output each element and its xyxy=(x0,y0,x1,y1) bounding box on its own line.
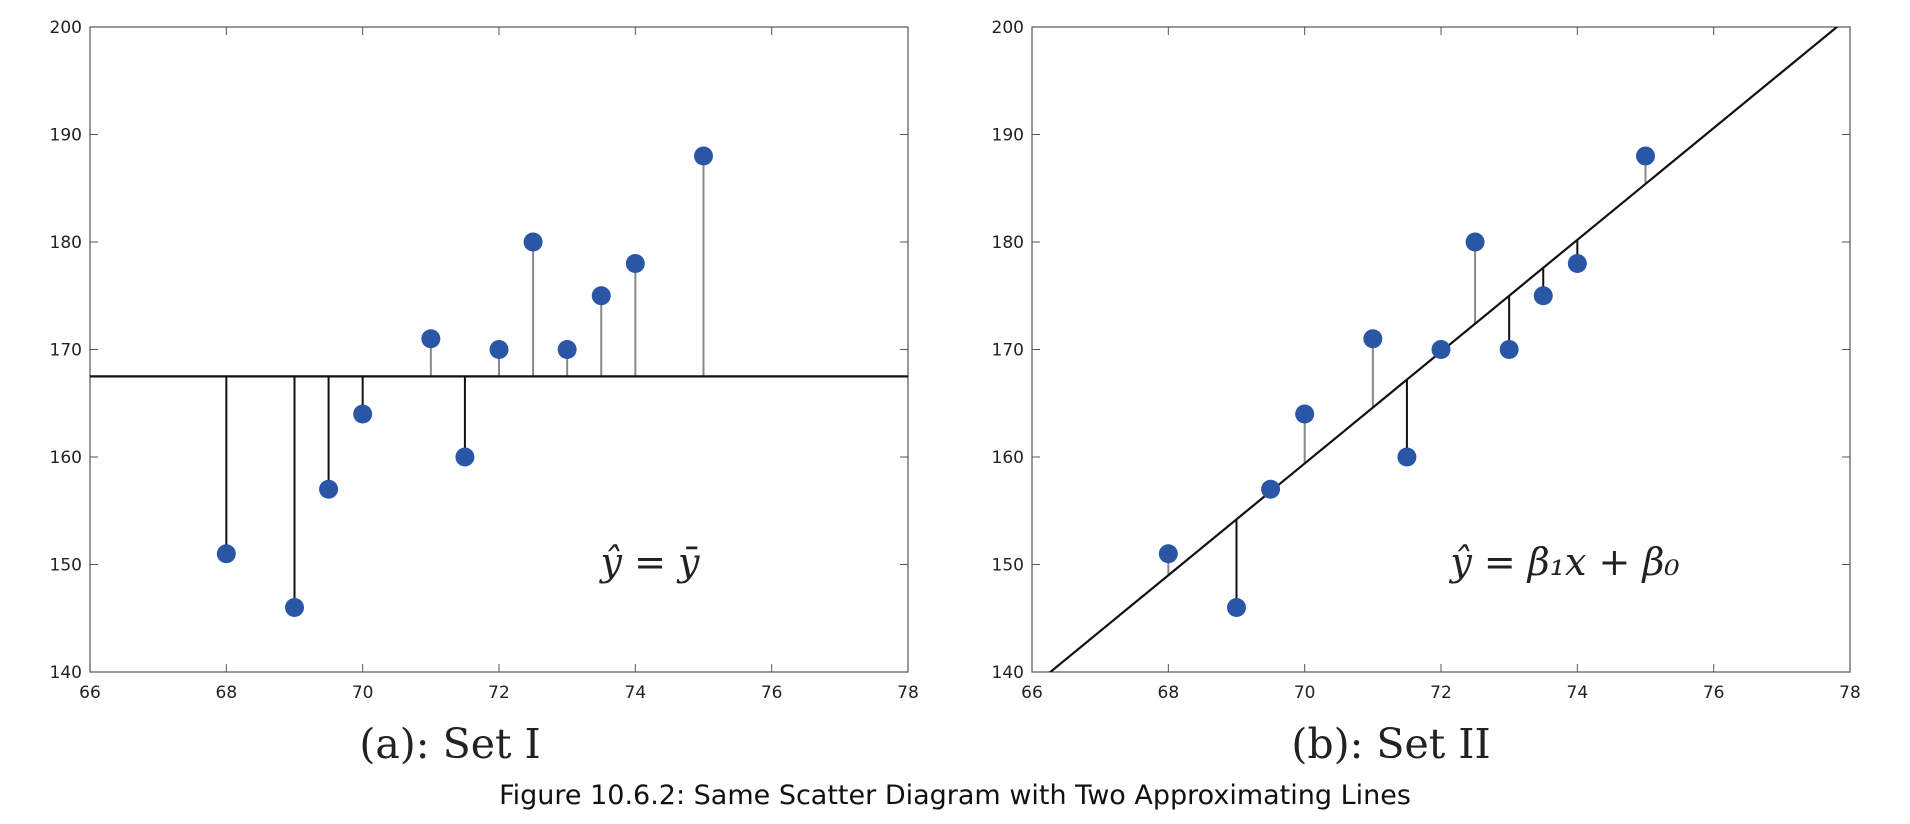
x-tick-label: 68 xyxy=(216,683,238,703)
y-tick-label: 170 xyxy=(992,341,1024,361)
x-tick-label: 76 xyxy=(1703,683,1725,703)
data-point xyxy=(625,254,645,273)
panel-a: 66 68 70 72 74 76 78 140 150 160 170 180 190 200 ŷ = ȳ… xyxy=(50,18,919,768)
figure: 66 68 70 72 74 76 78 140 150 160 170 180 190 200 ŷ = ȳ… xyxy=(50,18,1861,768)
x-tick-label: 70 xyxy=(352,683,374,703)
y-tick-label: 200 xyxy=(992,18,1024,38)
y-tick-label: 180 xyxy=(992,233,1024,253)
equation-annotation: ŷ = ȳ xyxy=(599,540,700,584)
y-tick-label: 140 xyxy=(992,663,1024,683)
data-point xyxy=(1397,447,1417,467)
data-point xyxy=(319,479,339,499)
y-tick-label: 180 xyxy=(50,233,82,253)
data-point xyxy=(1261,479,1281,499)
y-tick-label: 160 xyxy=(50,448,82,468)
data-point xyxy=(1465,232,1485,252)
y-tick-label: 200 xyxy=(50,18,82,38)
x-tick-label: 68 xyxy=(1158,683,1180,703)
data-point xyxy=(1499,340,1519,359)
panel-subtitle: (b): Set II xyxy=(1291,720,1490,768)
y-tick-label: 140 xyxy=(50,663,82,683)
panel-b: 66 68 70 72 74 76 78 140 150 160 170 180 190 200 ŷ = β… xyxy=(992,18,1861,768)
x-tick-label: 78 xyxy=(897,683,919,703)
data-point xyxy=(1227,598,1246,617)
data-point xyxy=(1636,146,1655,166)
x-tick-label: 78 xyxy=(1839,683,1861,703)
data-point xyxy=(523,232,543,252)
data-point xyxy=(1158,544,1178,564)
data-point xyxy=(489,340,509,359)
x-tick-label: 74 xyxy=(625,683,647,703)
data-point xyxy=(1431,340,1451,359)
figure-caption: Figure 10.6.2: Same Scatter Diagram with… xyxy=(499,780,1411,811)
data-point xyxy=(1295,404,1315,424)
data-point xyxy=(285,598,304,617)
x-tick-label: 74 xyxy=(1567,683,1589,703)
x-tick-label: 72 xyxy=(488,683,510,703)
plot-content xyxy=(1048,27,1839,672)
y-tick-label: 190 xyxy=(50,126,82,146)
x-tick-label: 66 xyxy=(1021,683,1043,703)
x-tick-label: 66 xyxy=(79,683,101,703)
y-tick-label: 150 xyxy=(992,556,1024,576)
x-tick-label: 70 xyxy=(1294,683,1316,703)
panel-subtitle: (a): Set I xyxy=(359,720,540,768)
x-tick-label: 76 xyxy=(761,683,783,703)
equation-annotation: ŷ = β₁x + β₀ xyxy=(1448,540,1679,584)
y-tick-label: 170 xyxy=(50,341,82,361)
data-point xyxy=(694,146,713,166)
data-point xyxy=(1567,254,1587,273)
data-point xyxy=(591,286,611,306)
data-point xyxy=(455,447,475,467)
data-point xyxy=(216,544,236,564)
y-tick-label: 160 xyxy=(992,448,1024,468)
y-tick-label: 190 xyxy=(992,126,1024,146)
data-point xyxy=(557,340,577,359)
data-point xyxy=(353,404,373,424)
x-tick-label: 72 xyxy=(1430,683,1452,703)
data-point xyxy=(1363,329,1383,349)
data-point xyxy=(1533,286,1553,306)
plot-content xyxy=(90,146,908,617)
data-point xyxy=(421,329,441,349)
y-tick-label: 150 xyxy=(50,556,82,576)
